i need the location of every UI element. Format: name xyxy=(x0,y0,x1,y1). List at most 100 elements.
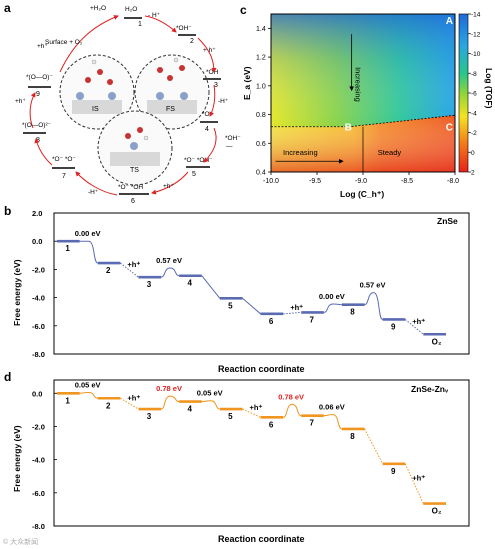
region-label-c: C xyxy=(446,122,453,133)
state-number-4: 4 xyxy=(187,279,192,288)
heatmap-ylabel: E_a (eV) xyxy=(242,66,252,100)
state-number-4: 4 xyxy=(187,405,192,414)
ytick-label: -4.0 xyxy=(32,456,45,465)
cycle-species-8: *(O—O)²⁻ xyxy=(22,122,52,129)
cycle-number-9: 9 xyxy=(36,91,40,98)
znse-profile-plot: 2.0 0.0 -2.0 -4.0 -6.0 -8.0 1 2 3 4 5 6 7 8 9 O₂ 0.00 eV… xyxy=(32,209,446,359)
ytick-label: 2.0 xyxy=(32,209,42,218)
ytick-label: 0.0 xyxy=(32,389,42,398)
colorbar-tick-label: -10 xyxy=(471,51,481,58)
cycle-state-4: *O⁻ 4 xyxy=(200,111,218,133)
state-number-7: 7 xyxy=(310,315,315,324)
hole-label: +h⁺ xyxy=(127,394,140,403)
ytick-label: -4.0 xyxy=(32,294,45,303)
cycle-number-6: 6 xyxy=(131,198,135,205)
solid-connector xyxy=(242,297,261,315)
heatmap-xtick-label: -10.0 xyxy=(263,178,279,185)
heatmap-upper-shade xyxy=(271,14,455,127)
heatmap-xtick-label: -8.0 xyxy=(447,178,459,185)
ytick-label: -6.0 xyxy=(32,489,45,498)
cycle-label-h-out-6: -H⁺ xyxy=(88,189,99,196)
solid-connector xyxy=(201,275,221,299)
cycle-species-6: *O⁻ *OH xyxy=(118,184,143,191)
annotation-increasing-1: Increasing xyxy=(283,148,318,157)
cycle-surface-o2: Surface + O₂ xyxy=(45,39,83,46)
cycle-species-9: *(O—O)⁻ xyxy=(26,74,53,81)
colorbar-tick-label: 2 xyxy=(471,170,475,177)
ytick-label: -2.0 xyxy=(32,422,45,431)
barrier-curve xyxy=(323,303,342,313)
heatmap-ytick-label: 1.4 xyxy=(256,26,266,33)
watermark-text: © 大众新闻 xyxy=(3,537,38,546)
heatmap-ytick-label: 0.4 xyxy=(256,170,266,177)
annotation-steady-2: Steady xyxy=(378,148,402,157)
cycle-species-1: H₂O xyxy=(125,6,137,13)
cycle-number-4: 4 xyxy=(205,126,209,133)
heatmap-overlay: A B C Increasing Increasing Steady xyxy=(271,16,456,172)
heatmap-xtick-label: -9.5 xyxy=(309,178,321,185)
heatmap-boundary xyxy=(271,114,456,128)
heatmap-xtick-label: -9.0 xyxy=(355,178,367,185)
hole-label: +h⁺ xyxy=(290,303,303,312)
cycle-species-7: *O⁻ *O⁻ xyxy=(52,156,76,163)
heatmap-ytick-label: 1.2 xyxy=(256,55,266,62)
electron-step xyxy=(283,311,302,315)
barrier-curve xyxy=(79,391,98,399)
electron-step xyxy=(404,463,424,504)
cycle-species-4: *O⁻ xyxy=(202,111,214,118)
barrier-curve xyxy=(323,414,343,430)
heatmap-ytick-label: 0.8 xyxy=(256,112,266,119)
cycle-species-2: *OH⁻ xyxy=(176,25,192,32)
cycle-label-h2o-in: +H₂O xyxy=(90,5,106,12)
cycle-label-h-in-5: +h⁺ xyxy=(163,183,174,190)
cycle-state-5: *O⁻ *OH⁻ 5 xyxy=(184,157,213,178)
state-number-5: 5 xyxy=(228,412,233,421)
znse-znv-profile-plot: 0.0 -2.0 -4.0 -6.0 -8.0 1 2 3 4 5 6 7 8 9 O₂ 0.05 eV +h⁺… xyxy=(32,380,446,531)
barrier-label: 0.00 eV xyxy=(75,229,101,238)
barrier-curve xyxy=(79,240,98,264)
cycle-number-1: 1 xyxy=(138,21,142,28)
energy-profile-znse: 2.0 0.0 -2.0 -4.0 -6.0 -8.0 1 2 3 4 5 6 7 8 9 O₂ 0.00 eV… xyxy=(12,209,470,374)
electron-step xyxy=(404,319,424,335)
heatmap-ytick-label: 0.6 xyxy=(256,141,266,148)
electron-step xyxy=(120,262,139,278)
fs-label: FS xyxy=(166,106,175,113)
state-number-3: 3 xyxy=(147,412,152,421)
state-number-1: 1 xyxy=(65,244,70,253)
panel-label-b: b xyxy=(4,204,11,218)
colorbar-tick-label: -6 xyxy=(471,91,477,98)
barrier-label: 0.05 eV xyxy=(75,380,101,389)
colorbar xyxy=(458,13,469,173)
heatmap-xtick-label: -8.5 xyxy=(401,178,413,185)
hole-label: +h⁺ xyxy=(412,317,425,326)
colorbar-label: Log (TOF) xyxy=(484,68,494,109)
colorbar-ticks: -14 -12 -10 -8 -6 -4 -2 0 2 xyxy=(468,12,481,177)
ts-label: TS xyxy=(130,167,139,174)
barrier-label: 0.78 eV xyxy=(278,392,304,401)
barrier-label: 0.78 eV xyxy=(156,384,182,393)
state-number-9: 9 xyxy=(391,467,396,476)
cycle-label-h-out-3: -H⁺ xyxy=(218,98,229,105)
barrier-curve xyxy=(160,267,180,278)
ytick-label: 0.0 xyxy=(32,237,42,246)
colorbar-tick-label: -12 xyxy=(471,31,481,38)
electron-step xyxy=(364,428,384,465)
barrier-label: 0.57 eV xyxy=(360,281,386,290)
hole-label: +h⁺ xyxy=(250,403,263,412)
barrier-label: 0.06 eV xyxy=(319,403,345,412)
heatmap-xlabel: Log (C_h⁺) xyxy=(340,189,384,199)
cycle-state-4b-bar: — xyxy=(226,143,233,150)
cycle-state-9: *(O—O)⁻ 9 xyxy=(26,74,53,98)
cycle-label-h-out-1: - H⁺ xyxy=(148,12,161,19)
region-label-a: A xyxy=(446,16,453,27)
state-number-8: 8 xyxy=(350,308,355,317)
barrier-curve xyxy=(201,400,220,410)
ytick-label: -6.0 xyxy=(32,322,45,331)
cycle-arrows xyxy=(29,15,217,196)
cycle-label-h-in-9: +h⁺ xyxy=(37,43,48,50)
panel-label-c: c xyxy=(240,3,247,17)
colorbar-tick-label: -4 xyxy=(471,110,477,117)
ts-circle: TS xyxy=(97,110,173,186)
electron-step xyxy=(120,397,139,410)
